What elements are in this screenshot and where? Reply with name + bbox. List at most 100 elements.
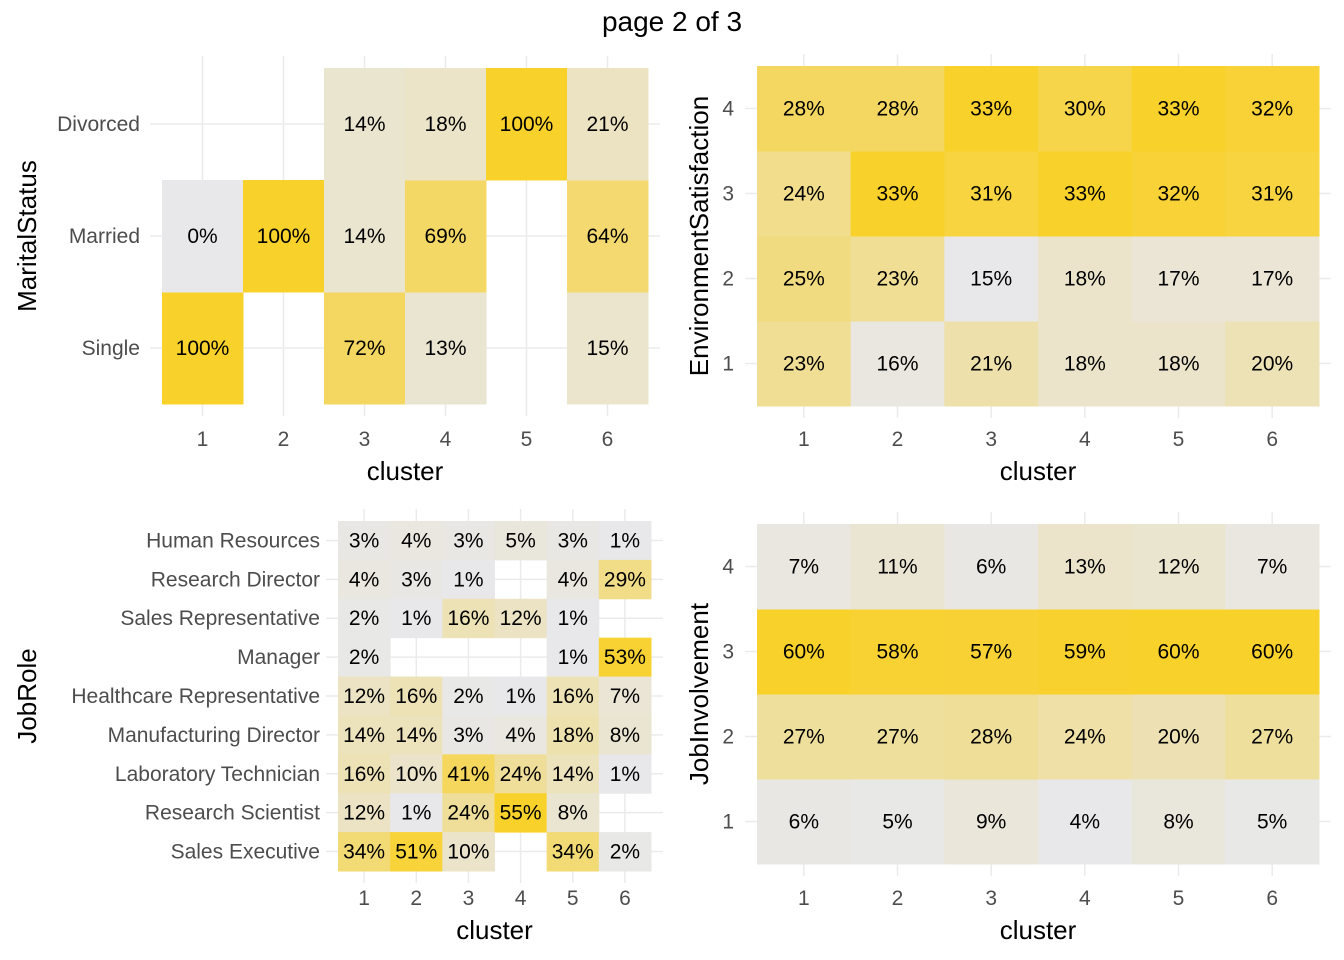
cell-label: 14%: [395, 724, 437, 747]
heatmap-cell: [494, 676, 548, 716]
y-tick-label: Divorced: [57, 113, 140, 136]
heatmap-cell: [1038, 151, 1133, 237]
y-tick-label: 2: [722, 268, 734, 291]
heatmap-cell: [442, 715, 495, 755]
y-tick-label: 4: [722, 556, 734, 579]
cell-label: 15%: [586, 337, 628, 360]
y-axis-title: JobRole: [12, 648, 42, 743]
heatmap-cell: [546, 754, 600, 794]
heatmap-cell: [567, 180, 649, 293]
heatmap-cell: [162, 180, 244, 293]
heatmap-panel-JobRole: 3% 4% 3% 5% 3% 1%4% 3% 1% 4% 29%2% 1% 16% 12% 1%2% 1% 5…: [12, 509, 663, 945]
heatmap-cell: [494, 521, 548, 561]
heatmap-cell: [546, 559, 600, 600]
heatmap-cell: [338, 559, 391, 600]
cell-label: 60%: [1157, 641, 1199, 664]
cell-label: 4%: [349, 568, 379, 591]
heatmap-cell: [442, 559, 495, 600]
heatmap-cell: [243, 180, 325, 293]
cell-label: 3%: [401, 568, 431, 591]
heatmap-cell: [757, 609, 852, 695]
x-axis-title: cluster: [1000, 456, 1077, 486]
cell-label: 33%: [1157, 98, 1199, 121]
heatmap-cell: [546, 598, 600, 639]
heatmap-cell: [944, 609, 1039, 695]
cell-label: 3%: [349, 529, 379, 552]
cell-label: 8%: [1163, 811, 1193, 834]
cell-label: 12%: [1157, 556, 1199, 579]
cell-label: 1%: [401, 802, 431, 825]
heatmap-cell: [390, 676, 443, 716]
y-axis-title: JobInvolvement: [684, 602, 714, 785]
cell-label: 17%: [1251, 268, 1293, 291]
cell-label: 14%: [343, 724, 385, 747]
x-tick-label: 3: [985, 887, 997, 910]
heatmap-cell: [1131, 609, 1226, 695]
x-tick-label: 6: [1266, 428, 1278, 451]
cell-label: 1%: [558, 646, 588, 669]
cell-label: 23%: [876, 268, 918, 291]
cell-label: 8%: [610, 724, 640, 747]
cell-label: 16%: [447, 607, 489, 630]
cell-label: 4%: [401, 529, 431, 552]
cell-label: 32%: [1251, 98, 1293, 121]
heatmap-cell: [850, 236, 945, 322]
cell-label: 34%: [552, 841, 594, 864]
cell-label: 1%: [453, 568, 483, 591]
y-axis-title: MaritalStatus: [12, 160, 42, 312]
heatmap-cell: [405, 180, 487, 293]
cell-label: 1%: [505, 685, 535, 708]
heatmap-cell: [338, 637, 391, 678]
cell-label: 58%: [876, 641, 918, 664]
heatmap-cell: [442, 832, 495, 872]
heatmap-cell: [944, 151, 1039, 237]
heatmap-cell: [1225, 694, 1320, 780]
x-tick-label: 3: [359, 428, 371, 451]
x-tick-label: 6: [619, 887, 631, 910]
x-tick-label: 3: [463, 887, 475, 910]
cell-label: 1%: [401, 607, 431, 630]
heatmap-cell: [1131, 694, 1226, 780]
heatmap-cell: [1225, 524, 1320, 610]
cell-label: 28%: [783, 98, 825, 121]
heatmap-cell: [1225, 151, 1320, 237]
cell-label: 4%: [1070, 811, 1100, 834]
cell-label: 8%: [558, 802, 588, 825]
cell-label: 60%: [1251, 641, 1293, 664]
cell-label: 5%: [505, 529, 535, 552]
heatmap-cell: [944, 66, 1039, 152]
heatmap-cell: [390, 793, 443, 833]
cell-label: 16%: [876, 353, 918, 376]
x-tick-label: 4: [1079, 887, 1091, 910]
heatmap-cell: [944, 236, 1039, 322]
x-axis-title: cluster: [367, 456, 444, 486]
heatmap-cell: [1225, 609, 1320, 695]
cell-label: 24%: [1064, 726, 1106, 749]
cell-label: 60%: [783, 641, 825, 664]
y-tick-label: Human Resources: [146, 529, 320, 552]
heatmap-cell: [598, 676, 652, 716]
cell-label: 13%: [424, 337, 466, 360]
heatmap-cell: [390, 521, 443, 561]
heatmap-cell: [494, 754, 548, 794]
heatmap-cell: [338, 676, 391, 716]
cell-label: 31%: [970, 183, 1012, 206]
cell-label: 41%: [447, 763, 489, 786]
cell-label: 29%: [604, 568, 646, 591]
cell-label: 100%: [176, 337, 230, 360]
heatmap-cell: [1038, 609, 1133, 695]
heatmap-cell: [1131, 236, 1226, 322]
cell-label: 4%: [558, 568, 588, 591]
cell-label: 5%: [1257, 811, 1287, 834]
page-title: page 2 of 3: [601, 6, 743, 37]
cell-label: 32%: [1157, 183, 1199, 206]
heatmap-cell: [442, 676, 495, 716]
heatmap-cell: [546, 521, 600, 561]
heatmap-cell: [757, 694, 852, 780]
y-tick-label: Single: [82, 337, 140, 360]
heatmap-cell: [442, 793, 495, 833]
heatmap-cell: [598, 832, 652, 872]
heatmap-cell: [162, 292, 244, 405]
x-tick-label: 4: [1079, 428, 1091, 451]
